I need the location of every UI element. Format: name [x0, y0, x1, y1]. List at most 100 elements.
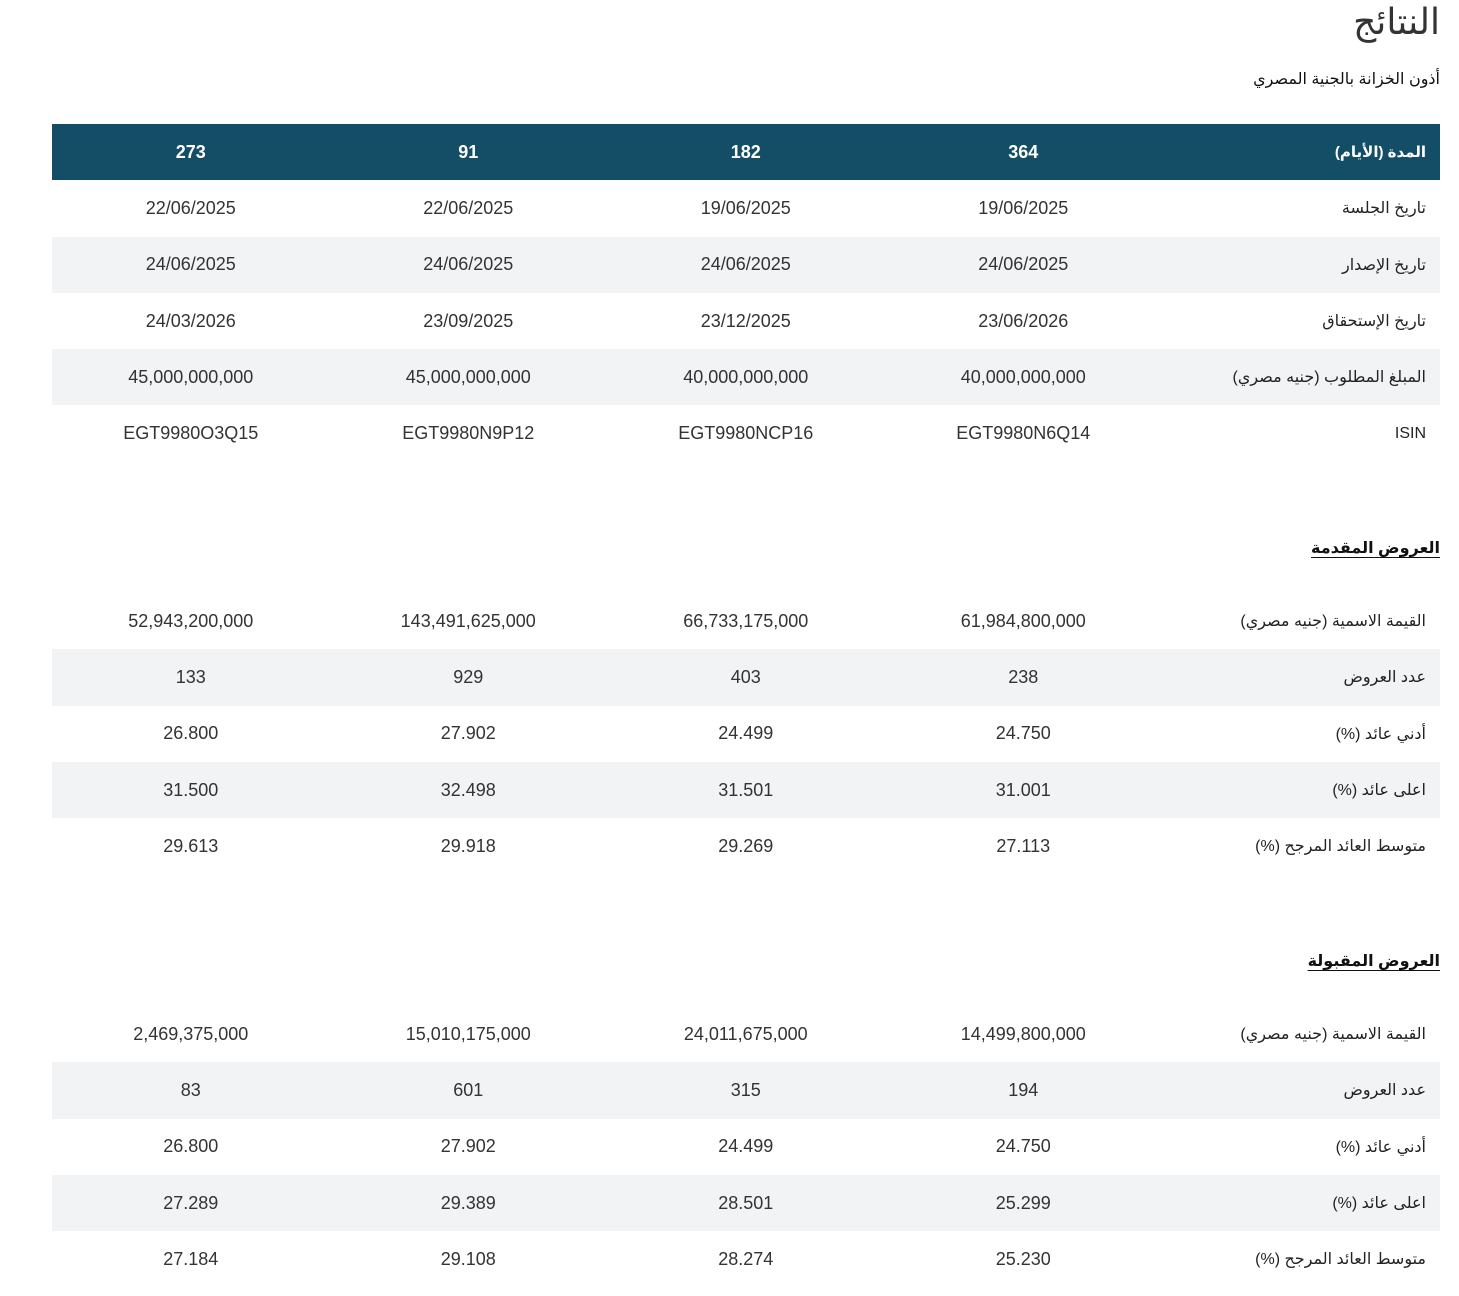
isin-row: ISIN EGT9980N6Q14 EGT9980NCP16 EGT9980N9… — [52, 405, 1440, 461]
cell-value: 31.001 — [995, 779, 1051, 800]
face-value-row: القيمة الاسمية (جنيه مصري) 14,499,800,00… — [52, 1006, 1440, 1062]
cell-value: 929 — [453, 666, 484, 687]
row-label: اعلى عائد (%) — [1332, 782, 1426, 800]
row-label: المبلغ المطلوب (جنيه مصري) — [1232, 369, 1426, 387]
row-label: متوسط العائد المرجح (%) — [1255, 838, 1426, 856]
cell-value: 26.800 — [163, 1136, 219, 1157]
row-label: أدني عائد (%) — [1335, 1138, 1426, 1156]
cell-value: 143,491,625,000 — [400, 610, 536, 631]
cell-value: 19/06/2025 — [700, 197, 791, 218]
cell-value: 24.499 — [718, 1136, 774, 1157]
cell-value: 15,010,175,000 — [405, 1023, 531, 1044]
cell-value: 83 — [180, 1079, 201, 1100]
cell-value: 40,000,000,000 — [960, 366, 1086, 387]
cell-value: 24/06/2025 — [423, 254, 514, 275]
tenor-value: 182 — [730, 141, 761, 162]
cell-value: 19/06/2025 — [978, 197, 1069, 218]
weighted-avg-yield-row: متوسط العائد المرجح (%) 27.113 29.269 29… — [52, 818, 1440, 874]
cell-value: 29.108 — [440, 1248, 496, 1269]
cell-value: 25.230 — [995, 1248, 1051, 1269]
min-yield-row: أدني عائد (%) 24.750 24.499 27.902 26.80… — [52, 1119, 1440, 1175]
cell-value: 194 — [1008, 1079, 1039, 1100]
max-yield-row: اعلى عائد (%) 31.001 31.501 32.498 31.50… — [52, 761, 1440, 819]
row-label: عدد العروض — [1343, 669, 1426, 687]
row-label: ISIN — [1394, 424, 1426, 442]
session-date-row: تاريخ الجلسة 19/06/2025 19/06/2025 22/06… — [52, 180, 1440, 236]
cell-value: 28.274 — [718, 1248, 774, 1269]
cell-value: EGT9980N9P12 — [402, 423, 535, 444]
page-subtitle: أذون الخزانة بالجنية المصري — [1253, 71, 1440, 88]
cell-value: 29.613 — [163, 835, 219, 856]
cell-value: 27.289 — [163, 1192, 219, 1213]
row-label: القيمة الاسمية (جنيه مصري) — [1240, 1026, 1426, 1044]
cell-value: 61,984,800,000 — [960, 610, 1086, 631]
cell-value: 29.918 — [440, 835, 496, 856]
cell-value: 2,469,375,000 — [133, 1023, 249, 1044]
cell-value: 32.498 — [440, 779, 496, 800]
cell-value: 40,000,000,000 — [683, 366, 809, 387]
cell-value: 23/09/2025 — [423, 310, 514, 331]
cell-value: 27.184 — [163, 1248, 219, 1269]
cell-value: 23/06/2026 — [978, 310, 1069, 331]
overview-table: المدة (الأيام) 364 182 91 273 تاريخ الجل… — [52, 124, 1440, 462]
cell-value: EGT9980N6Q14 — [956, 423, 1091, 444]
row-label: اعلى عائد (%) — [1332, 1195, 1426, 1213]
cell-value: 22/06/2025 — [423, 197, 514, 218]
cell-value: 27.902 — [440, 1136, 496, 1157]
cell-value: 24.750 — [995, 1136, 1051, 1157]
cell-value: 24.750 — [995, 723, 1051, 744]
cell-value: 22/06/2025 — [145, 197, 236, 218]
submitted-bids-heading: العروض المقدمة — [1311, 540, 1440, 557]
accepted-bids-heading: العروض المقبولة — [1307, 953, 1440, 970]
tenor-value: 273 — [175, 141, 206, 162]
max-yield-row: اعلى عائد (%) 25.299 28.501 29.389 27.28… — [52, 1174, 1440, 1232]
cell-value: 29.269 — [718, 835, 774, 856]
tenor-value: 364 — [1008, 141, 1039, 162]
tenor-header-label: المدة (الأيام) — [1334, 144, 1426, 162]
accepted-bids-table: القيمة الاسمية (جنيه مصري) 14,499,800,00… — [52, 1006, 1440, 1287]
cell-value: 31.500 — [163, 779, 219, 800]
tenor-value: 91 — [458, 141, 479, 162]
cell-value: 601 — [453, 1079, 484, 1100]
weighted-avg-yield-row: متوسط العائد المرجح (%) 25.230 28.274 29… — [52, 1231, 1440, 1287]
cell-value: 45,000,000,000 — [405, 366, 531, 387]
issue-date-row: تاريخ الإصدار 24/06/2025 24/06/2025 24/0… — [52, 236, 1440, 293]
cell-value: 25.299 — [995, 1192, 1051, 1213]
cell-value: 45,000,000,000 — [128, 366, 254, 387]
cell-value: 24,011,675,000 — [683, 1023, 808, 1044]
cell-value: 28.501 — [718, 1192, 774, 1213]
cell-value: 31.501 — [718, 779, 774, 800]
cell-value: 14,499,800,000 — [960, 1023, 1086, 1044]
tenor-header-row: المدة (الأيام) 364 182 91 273 — [52, 124, 1440, 181]
cell-value: 24.499 — [718, 723, 774, 744]
cell-value: EGT9980O3Q15 — [123, 423, 259, 444]
cell-value: 24/06/2025 — [145, 254, 236, 275]
cell-value: 27.113 — [996, 835, 1051, 856]
bid-count-row: عدد العروض 194 315 601 83 — [52, 1062, 1440, 1119]
cell-value: 238 — [1008, 666, 1039, 687]
cell-value: 52,943,200,000 — [128, 610, 254, 631]
cell-value: 133 — [175, 666, 206, 687]
submitted-bids-table: القيمة الاسمية (جنيه مصري) 61,984,800,00… — [52, 593, 1440, 874]
face-value-row: القيمة الاسمية (جنيه مصري) 61,984,800,00… — [52, 593, 1440, 649]
row-label: تاريخ الإصدار — [1341, 256, 1426, 274]
row-label: أدني عائد (%) — [1335, 725, 1426, 743]
cell-value: 24/06/2025 — [978, 254, 1069, 275]
cell-value: 26.800 — [163, 723, 219, 744]
cell-value: 403 — [730, 666, 761, 687]
cell-value: 315 — [730, 1079, 761, 1100]
cell-value: 66,733,175,000 — [683, 610, 809, 631]
cell-value: EGT9980NCP16 — [678, 423, 814, 444]
page-title: النتائج — [1353, 1, 1440, 42]
row-label: تاريخ الجلسة — [1341, 200, 1426, 218]
row-label: تاريخ الإستحقاق — [1322, 313, 1426, 331]
row-label: عدد العروض — [1343, 1082, 1426, 1100]
bid-count-row: عدد العروض 238 403 929 133 — [52, 649, 1440, 706]
offered-amount-row: المبلغ المطلوب (جنيه مصري) 40,000,000,00… — [52, 349, 1440, 406]
min-yield-row: أدني عائد (%) 24.750 24.499 27.902 26.80… — [52, 706, 1440, 762]
row-label: القيمة الاسمية (جنيه مصري) — [1240, 613, 1426, 631]
row-label: متوسط العائد المرجح (%) — [1255, 1251, 1426, 1269]
cell-value: 24/06/2025 — [700, 254, 791, 275]
maturity-date-row: تاريخ الإستحقاق 23/06/2026 23/12/2025 23… — [52, 293, 1440, 349]
